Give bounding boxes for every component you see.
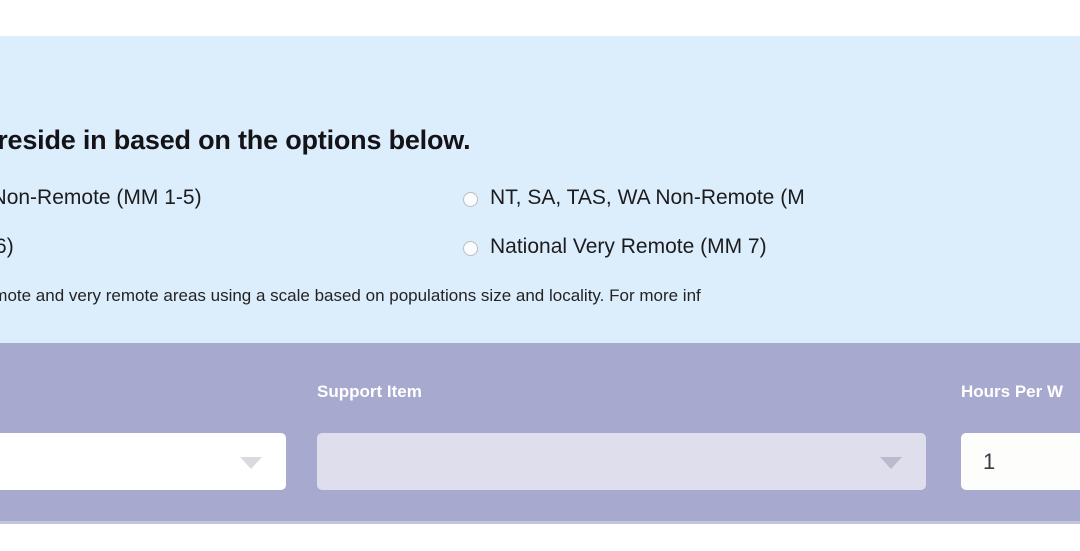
hours-per-week-value: 1 xyxy=(983,448,996,474)
support-item-select[interactable] xyxy=(317,433,926,490)
column-header-hours-per-week: Hours Per W xyxy=(961,382,1064,401)
radio-button-icon[interactable] xyxy=(463,191,478,207)
ratio-select[interactable] xyxy=(0,433,286,490)
radio-row: ACT, NSW, QLD, VIC Non-Remote (MM 1-5) N… xyxy=(0,186,1080,235)
radio-option-label: National Very Remote (MM 7) xyxy=(490,235,767,258)
column-header-support-item: Support Item xyxy=(317,382,422,401)
radio-row: National Remote (MM 6) National Very Rem… xyxy=(0,235,1080,284)
modified-monash-note: Model to determine regional, remote and … xyxy=(0,284,1080,330)
radio-option-label: ACT, NSW, QLD, VIC Non-Remote (MM 1-5) xyxy=(0,186,202,209)
radio-option-nt-sa-tas-wa[interactable]: NT, SA, TAS, WA Non-Remote (M xyxy=(463,186,1080,210)
radio-option-label: NT, SA, TAS, WA Non-Remote (M xyxy=(490,186,805,209)
region-info-panel: gion you currently reside in based on th… xyxy=(0,36,1080,343)
chevron-down-icon[interactable] xyxy=(240,456,262,469)
radio-option-label: National Remote (MM 6) xyxy=(0,235,14,258)
radio-button-icon[interactable] xyxy=(463,240,478,256)
support-table-band: Support Item Hours Per W 1 xyxy=(0,343,1080,524)
chevron-down-icon[interactable] xyxy=(880,456,902,469)
note-text-before: Model to determine regional, remote and … xyxy=(0,286,701,305)
radio-option-national-remote[interactable]: National Remote (MM 6) xyxy=(0,235,463,259)
table-column-headers: Support Item Hours Per W xyxy=(0,381,1080,411)
radio-option-national-very-remote[interactable]: National Very Remote (MM 7) xyxy=(463,235,1080,259)
hours-per-week-input[interactable]: 1 xyxy=(961,433,1080,490)
table-row: 1 xyxy=(0,433,1080,491)
region-radio-group: ACT, NSW, QLD, VIC Non-Remote (MM 1-5) N… xyxy=(0,186,1080,284)
page-title: gion you currently reside in based on th… xyxy=(0,125,471,155)
radio-option-act-nsw-qld-vic[interactable]: ACT, NSW, QLD, VIC Non-Remote (MM 1-5) xyxy=(0,186,463,210)
